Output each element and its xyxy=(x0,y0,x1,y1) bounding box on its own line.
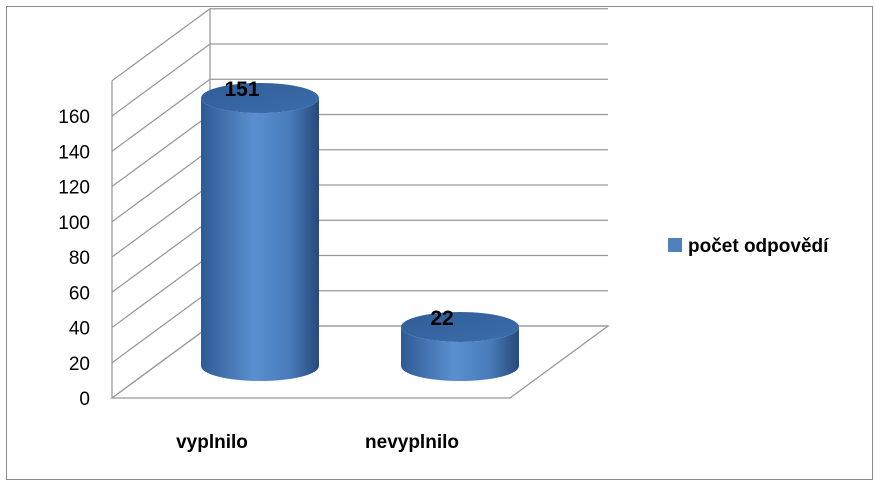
y-tick-label: 160 xyxy=(58,107,90,128)
gridline xyxy=(111,78,608,152)
y-tick-label: 20 xyxy=(69,354,90,375)
y-tick-label: 100 xyxy=(58,213,90,234)
gridline xyxy=(111,113,608,188)
y-tick-label: 80 xyxy=(69,248,90,269)
gridline xyxy=(111,43,608,117)
legend-label: počet odpovědí xyxy=(688,236,829,257)
y-axis-ticks: 0 20 40 60 80 100 120 140 160 xyxy=(58,107,90,410)
data-labels: 151 22 xyxy=(224,78,453,330)
floor xyxy=(110,325,610,399)
gridline xyxy=(111,290,608,364)
x-axis-categories: vyplnilo nevyplnilo xyxy=(176,432,459,453)
legend: počet odpovědí xyxy=(668,236,829,257)
bar-top-cap xyxy=(401,311,519,342)
gridline xyxy=(111,254,608,329)
data-label: 151 xyxy=(224,78,259,101)
data-label: 22 xyxy=(430,307,453,330)
axes xyxy=(110,8,610,399)
gridlines xyxy=(111,8,608,399)
gridline xyxy=(111,325,608,399)
y-tick-label: 0 xyxy=(79,389,90,410)
bar-cylinder-vyplnilo xyxy=(201,98,319,381)
y-tick-label: 40 xyxy=(69,319,90,340)
y-tick-label: 60 xyxy=(69,283,90,304)
bars xyxy=(201,83,519,381)
gridline xyxy=(111,149,608,223)
x-tick-label: nevyplnilo xyxy=(365,432,459,453)
bar-top-cap xyxy=(201,83,319,113)
y-tick-label: 140 xyxy=(58,142,90,163)
y-tick-label: 120 xyxy=(58,178,90,199)
gridline xyxy=(111,219,608,293)
bar-cylinder-nevyplnilo xyxy=(401,326,519,381)
gridline xyxy=(111,8,608,82)
x-tick-label: vyplnilo xyxy=(176,432,248,453)
chart-frame xyxy=(6,6,873,480)
legend-swatch xyxy=(668,238,682,252)
gridline xyxy=(111,184,608,258)
